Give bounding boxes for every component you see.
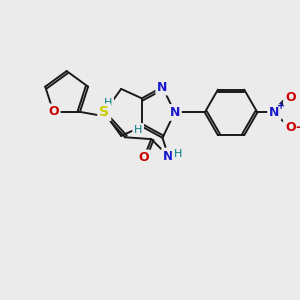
Text: O: O: [285, 121, 296, 134]
Text: O: O: [48, 105, 59, 119]
Text: O: O: [139, 152, 149, 164]
Text: -: -: [295, 121, 300, 134]
Text: N: N: [157, 81, 168, 94]
Text: S: S: [99, 105, 109, 119]
Text: +: +: [277, 101, 285, 111]
Text: N: N: [269, 106, 280, 119]
Text: N: N: [169, 106, 180, 119]
Text: N: N: [163, 149, 173, 163]
Text: H: H: [104, 98, 112, 108]
Text: H: H: [134, 125, 142, 135]
Text: H: H: [173, 149, 182, 159]
Text: O: O: [285, 91, 296, 104]
